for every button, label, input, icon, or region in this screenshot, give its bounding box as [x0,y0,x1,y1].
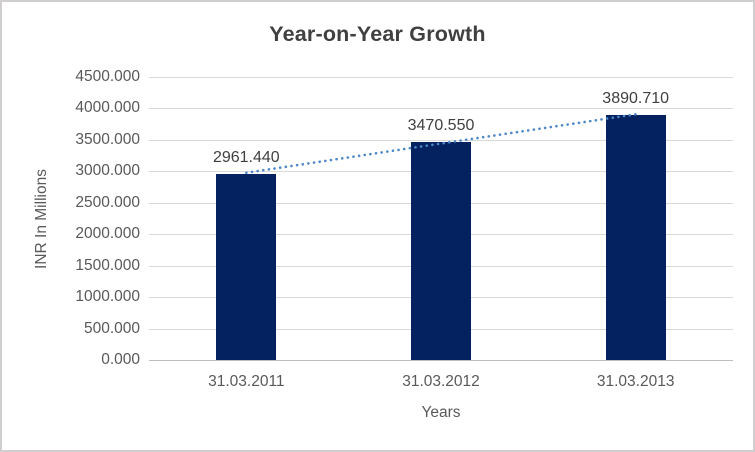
data-label: 2961.440 [212,148,280,166]
y-tick-label: 2000.000 [75,225,140,243]
y-axis-tick-labels: 0.000 500.000 1000.000 1500.000 2000.000 2500… [2,68,140,368]
y-tick-label: 3500.000 [75,130,140,148]
y-tick-label: 3000.000 [75,162,140,180]
y-tick-label: 1000.000 [75,288,140,306]
y-tick-label: 4500.000 [75,68,140,85]
gridline [149,108,733,110]
x-axis-line [149,360,733,361]
data-label: 3890.710 [602,90,670,108]
x-tick-label: 31.03.2013 [596,373,675,390]
bar-31.03.2012 [411,141,471,360]
x-tick-label: 31.03.2012 [402,373,480,390]
data-label: 3470.550 [407,116,475,134]
bar-31.03.2011 [216,173,277,360]
y-tick-label: 4000.000 [75,99,140,117]
y-tick-label: 0.000 [101,351,140,368]
gridline [149,77,733,78]
x-axis-title: Years [421,404,461,421]
y-tick-label: 1500.000 [75,256,140,274]
bar-31.03.2013 [605,115,666,360]
y-tick-label: 2500.000 [75,193,140,211]
plot-area: 2961.440 3470.550 3890.710 [149,77,733,361]
trendline [245,113,637,175]
x-tick-label: 31.03.2011 [208,373,285,390]
y-tick-label: 500.000 [83,319,140,337]
chart-title: Year-on-Year Growth [269,22,486,46]
gridline [149,139,733,141]
